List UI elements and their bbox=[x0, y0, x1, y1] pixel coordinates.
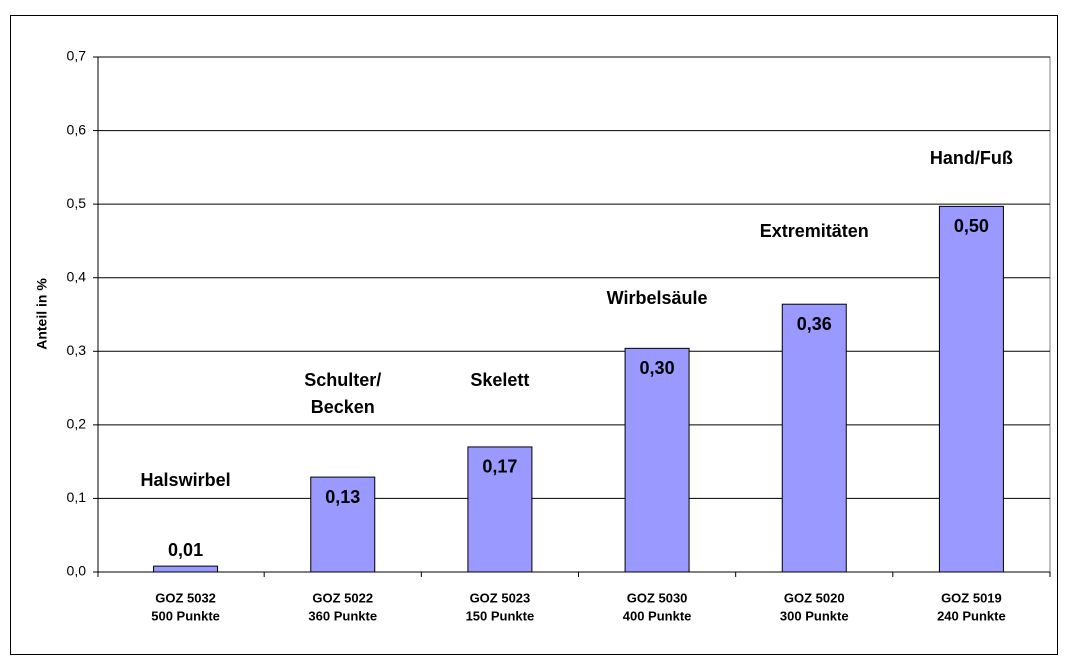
y-axis-title: Anteil in % bbox=[34, 278, 50, 350]
x-tick-label: GOZ 5030 bbox=[627, 590, 688, 605]
x-tick-sublabel: 500 Punkte bbox=[151, 608, 220, 623]
y-tick-label: 0,4 bbox=[67, 268, 87, 284]
annotation: Skelett bbox=[470, 370, 529, 390]
x-tick-label: GOZ 5019 bbox=[941, 590, 1002, 605]
value-label: 0,50 bbox=[954, 216, 989, 236]
x-tick-label: GOZ 5022 bbox=[312, 590, 373, 605]
x-tick-sublabel: 240 Punkte bbox=[937, 608, 1006, 623]
bar bbox=[467, 446, 533, 573]
bar bbox=[310, 476, 376, 573]
value-label: 0,01 bbox=[168, 540, 203, 560]
x-tick-sublabel: 150 Punkte bbox=[466, 608, 535, 623]
y-tick-label: 0,3 bbox=[67, 342, 87, 358]
annotation: Extremitäten bbox=[760, 221, 869, 241]
value-label: 0,36 bbox=[797, 314, 832, 334]
y-tick-label: 0,7 bbox=[67, 48, 87, 64]
bar bbox=[624, 347, 690, 573]
y-tick-label: 0,1 bbox=[67, 489, 87, 505]
bar bbox=[153, 565, 219, 573]
annotation: Halswirbel bbox=[141, 470, 231, 490]
value-label: 0,17 bbox=[482, 457, 517, 477]
annotation: Wirbelsäule bbox=[607, 288, 708, 308]
x-tick-label: GOZ 5023 bbox=[470, 590, 531, 605]
x-tick-label: GOZ 5032 bbox=[155, 590, 216, 605]
y-tick-label: 0,6 bbox=[67, 121, 87, 137]
value-label: 0,13 bbox=[325, 487, 360, 507]
annotation: Becken bbox=[311, 397, 375, 417]
x-tick-sublabel: 360 Punkte bbox=[308, 608, 377, 623]
x-tick-label: GOZ 5020 bbox=[784, 590, 845, 605]
y-tick-label: 0,5 bbox=[67, 195, 87, 211]
annotation: Schulter/ bbox=[304, 370, 381, 390]
plot-area bbox=[97, 56, 1051, 573]
x-tick-sublabel: 300 Punkte bbox=[780, 608, 849, 623]
y-tick-label: 0,2 bbox=[67, 416, 87, 432]
x-tick-sublabel: 400 Punkte bbox=[623, 608, 692, 623]
bar bbox=[781, 303, 847, 573]
bar bbox=[938, 205, 1004, 573]
value-label: 0,30 bbox=[640, 358, 675, 378]
y-tick-label: 0,0 bbox=[67, 563, 87, 579]
annotation: Hand/Fuß bbox=[930, 148, 1013, 168]
